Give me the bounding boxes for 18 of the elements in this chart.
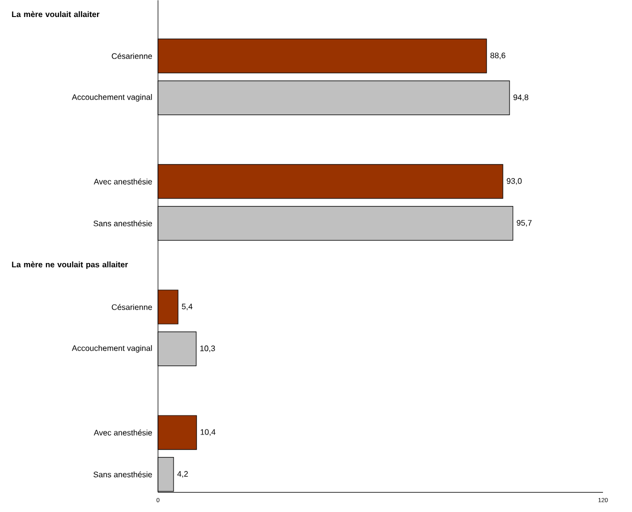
data-label: 5,4 (182, 304, 192, 310)
data-label: 10,4 (200, 429, 216, 436)
y-tick-label: Accouchement vaginal (72, 344, 152, 352)
data-label: 95,7 (516, 220, 532, 226)
text: La mère ne voulait pas allaiter (12, 261, 128, 269)
data-label: 88,6 (490, 52, 506, 60)
text: La mère voulait allaiter (12, 11, 100, 17)
y-tick-label: Sans anesthésie (94, 220, 152, 226)
y-tick-label: Avec anesthésie (94, 429, 152, 436)
data-label: 94,8 (513, 94, 528, 101)
y-tick-label: Césarienne (112, 304, 152, 310)
y-tick-label: Césarienne (112, 52, 152, 59)
data-label: 93,0 (506, 178, 522, 185)
data-label: 10,3 (200, 345, 215, 352)
y-tick-label: Accouchement vaginal (72, 94, 152, 102)
y-tick-label: Avec anesthésie (94, 178, 152, 184)
data-label: 4,2 (177, 470, 188, 478)
y-tick-label: Sans anesthésie (94, 471, 152, 478)
